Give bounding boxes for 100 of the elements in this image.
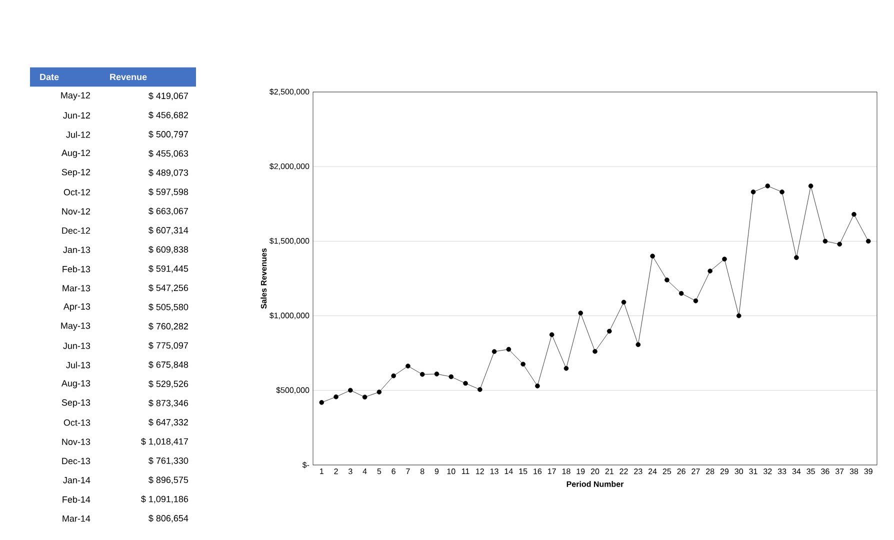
x-tick-label: 22 <box>620 468 628 474</box>
text: Sep-13 <box>62 399 90 408</box>
x-tick-label: 39 <box>864 468 872 474</box>
text: Nov-13 <box>62 438 90 445</box>
y-axis-title: Sales Revenues <box>260 248 267 309</box>
x-tick-label: 16 <box>534 468 542 474</box>
y-tick-label: $500,000 <box>276 386 310 394</box>
x-axis-title: Period Number <box>566 481 624 487</box>
point <box>506 346 512 352</box>
text: $ 1,018,417 <box>141 438 188 446</box>
point <box>406 364 410 368</box>
x-tick-label: 12 <box>476 468 484 474</box>
x-tick-label: 2 <box>334 468 338 474</box>
y-tick-label: $2,500,000 <box>270 88 310 96</box>
x-tick-label: 6 <box>392 468 396 474</box>
text: Jul-13 <box>66 362 90 368</box>
text: $ 489,073 <box>148 169 188 177</box>
x-tick-label: 9 <box>434 468 439 474</box>
text: $ 597,598 <box>148 188 188 196</box>
point <box>866 238 871 244</box>
point <box>693 298 698 304</box>
text: $ 761,330 <box>148 457 188 465</box>
point <box>765 184 770 188</box>
x-tick-label: 28 <box>706 468 714 474</box>
point <box>549 332 554 338</box>
point <box>578 310 584 316</box>
x-tick-label: 38 <box>850 468 858 474</box>
point <box>334 394 338 400</box>
text: $ 873,346 <box>148 399 188 408</box>
x-tick-label: 27 <box>692 468 700 474</box>
point <box>794 255 799 260</box>
point <box>678 291 684 296</box>
point <box>780 190 784 194</box>
text: Aug-13 <box>61 380 90 388</box>
text: Date <box>40 74 59 80</box>
point <box>348 388 353 393</box>
x-tick-label: 33 <box>778 468 786 474</box>
x-tick-label: 34 <box>792 468 801 474</box>
text: $ 675,848 <box>148 361 188 369</box>
text: Jan-13 <box>63 246 90 253</box>
text: Feb-14 <box>62 496 90 503</box>
x-tick-label: 4 <box>362 468 367 474</box>
text: $ 456,682 <box>148 111 188 120</box>
x-tick-label: 36 <box>821 468 830 474</box>
y-tick-label: $1,500,000 <box>270 238 310 245</box>
point <box>664 278 670 282</box>
point <box>606 328 612 334</box>
point <box>722 256 727 262</box>
text: Dec-12 <box>62 227 90 234</box>
x-tick-label: 1 <box>320 468 324 474</box>
point <box>463 380 468 386</box>
point <box>837 242 842 247</box>
x-tick-label: 26 <box>677 468 686 474</box>
text: Dec-13 <box>62 458 90 464</box>
x-tick-label: 21 <box>605 468 614 474</box>
text: $ 505,580 <box>148 303 188 312</box>
y-tick-label: $1,000,000 <box>270 312 310 320</box>
text: $ 607,314 <box>148 226 188 234</box>
text: Mar-13 <box>62 284 90 292</box>
x-tick-label: 5 <box>377 468 382 474</box>
point <box>750 190 756 194</box>
x-tick-label: 13 <box>490 468 498 474</box>
text: Oct-12 <box>64 189 90 196</box>
text: Jan-14 <box>63 477 90 484</box>
point <box>808 184 814 188</box>
text: $ 591,445 <box>148 265 188 273</box>
point <box>621 300 626 305</box>
point <box>319 400 324 405</box>
x-tick-label: 11 <box>462 468 470 474</box>
x-tick-label: 24 <box>648 468 657 474</box>
text: $ 760,282 <box>148 322 188 330</box>
y-tick-label: $2,000,000 <box>270 163 310 170</box>
point <box>478 387 482 392</box>
point <box>636 342 641 348</box>
text: May-13 <box>61 322 90 331</box>
x-tick-label: 25 <box>662 468 672 474</box>
text: $ 647,332 <box>148 418 188 426</box>
x-tick-label: 23 <box>634 468 642 474</box>
text: Revenue <box>110 74 147 80</box>
x-tick-label: 30 <box>734 468 744 474</box>
point <box>420 372 425 377</box>
y-tick-label: $- <box>302 462 310 468</box>
text: $ 529,526 <box>148 380 188 388</box>
text: Apr-13 <box>63 303 90 312</box>
point <box>852 212 856 217</box>
text: May-12 <box>61 92 90 100</box>
text: $ 775,097 <box>148 342 188 350</box>
point <box>434 372 440 376</box>
x-tick-label: 10 <box>447 468 456 474</box>
text: Oct-13 <box>64 419 90 426</box>
point <box>822 238 828 244</box>
point <box>592 349 598 354</box>
text: $ 806,654 <box>148 514 188 522</box>
text: $ 609,838 <box>148 246 188 254</box>
x-tick-label: 20 <box>590 468 600 474</box>
point <box>362 394 368 400</box>
text: Nov-12 <box>62 208 90 215</box>
text: Feb-13 <box>62 266 90 272</box>
x-tick-label: 15 <box>519 468 528 474</box>
text: $ 500,797 <box>148 130 188 138</box>
